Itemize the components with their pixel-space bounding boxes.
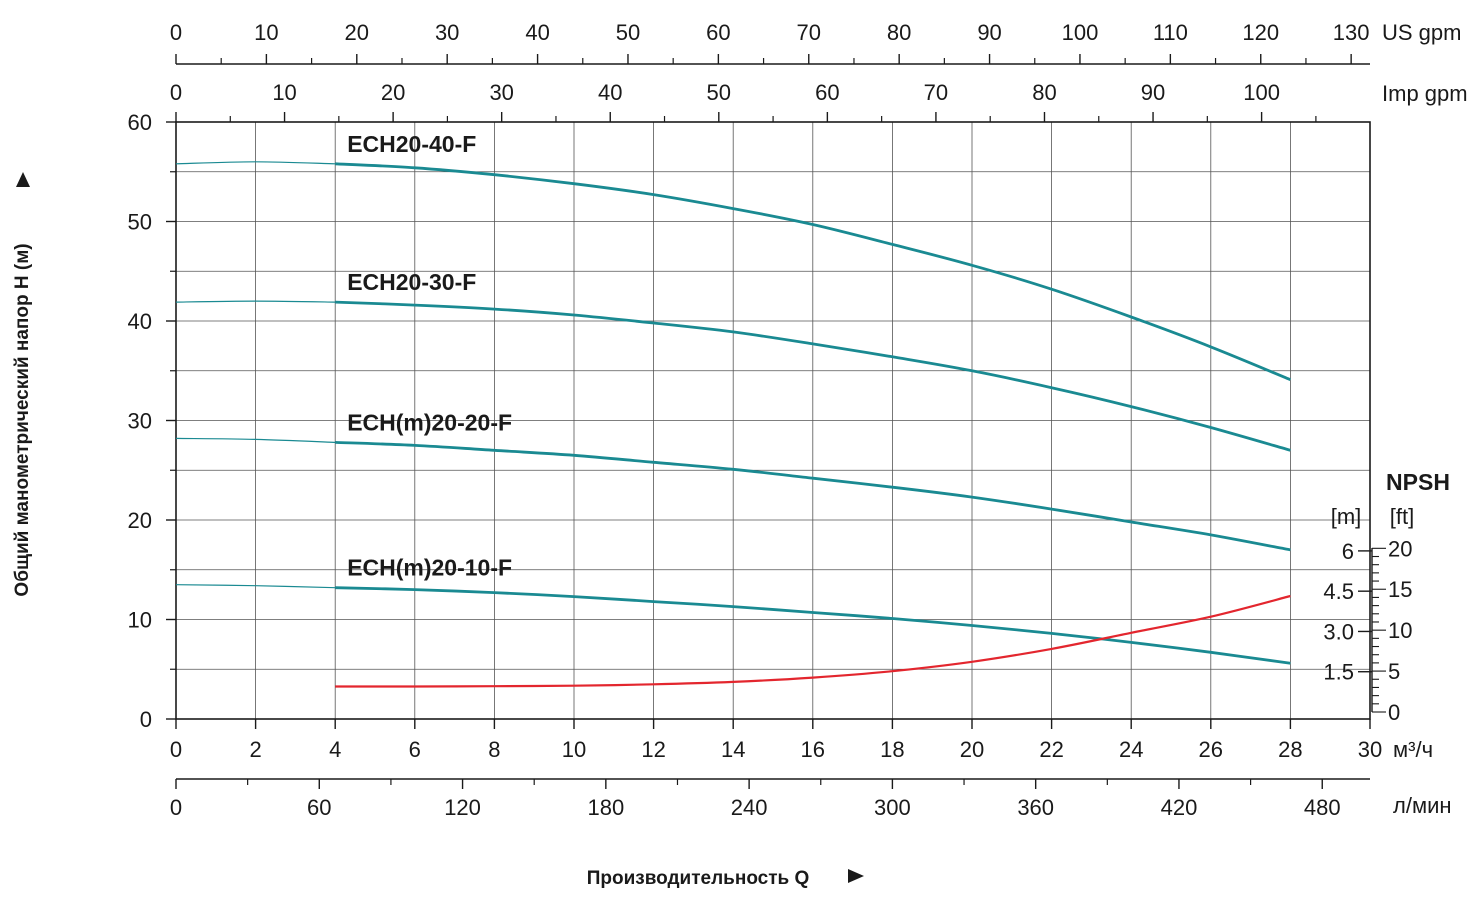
impgpm-tick-label: 80 bbox=[1032, 80, 1056, 105]
y-tick-label: 60 bbox=[128, 110, 152, 135]
y-axis-title: Общий манометрический напор H (м) bbox=[12, 243, 33, 596]
curve-ech-m-20-20-f bbox=[335, 441, 1291, 552]
lmin-tick-label: 420 bbox=[1161, 795, 1198, 820]
curve-ech20-30-f bbox=[335, 300, 1291, 452]
lmin-tick-label: 0 bbox=[170, 795, 182, 820]
impgpm-tick-label: 30 bbox=[489, 80, 513, 105]
x-tick-label: 2 bbox=[249, 737, 261, 762]
usgpm-tick-label: 80 bbox=[887, 20, 911, 45]
x-tick-label: 30 bbox=[1358, 737, 1382, 762]
npsh-ft-label: 5 bbox=[1388, 659, 1400, 684]
x-tick-label: 14 bbox=[721, 737, 745, 762]
labels: ECH20-40-F ECH20-30-F ECH(m)20-20-F ECH(m)2… bbox=[347, 131, 512, 581]
npsh-curve bbox=[335, 594, 1291, 688]
x-axis-arrow-icon bbox=[848, 869, 864, 883]
x-tick-label: 4 bbox=[329, 737, 341, 762]
axes: 0 2 4 6 8 10 12 14 16 18 20 22 24 26 28 30 м³/ч010203040… bbox=[12, 20, 1468, 889]
lmin-tick-label: 240 bbox=[731, 795, 768, 820]
impgpm-tick-label: 40 bbox=[598, 80, 622, 105]
impgpm-tick-label: 0 bbox=[170, 80, 182, 105]
npsh-ft-label: 10 bbox=[1388, 618, 1412, 643]
lmin-tick-label: 60 bbox=[307, 795, 331, 820]
x-tick-label: 16 bbox=[801, 737, 825, 762]
npsh-m-unit: [m] bbox=[1331, 504, 1362, 529]
usgpm-tick-label: 30 bbox=[435, 20, 459, 45]
curve-ech-m-20-10-f-runin bbox=[175, 584, 336, 589]
x-tick-label: 24 bbox=[1119, 737, 1143, 762]
usgpm-tick-label: 10 bbox=[254, 20, 278, 45]
usgpm-tick-label: 130 bbox=[1333, 20, 1370, 45]
usgpm-tick-label: 70 bbox=[797, 20, 821, 45]
impgpm-tick-label: 50 bbox=[707, 80, 731, 105]
impgpm-tick-label: 10 bbox=[272, 80, 296, 105]
y-tick-label: 0 bbox=[140, 707, 152, 732]
impgpm-tick-label: 100 bbox=[1243, 80, 1280, 105]
npsh-ft-label: 15 bbox=[1388, 577, 1412, 602]
series-label-ech-m-20-20-f: ECH(m)20-20-F bbox=[347, 409, 512, 435]
y-tick-label: 50 bbox=[128, 210, 152, 235]
x-tick-label: 26 bbox=[1199, 737, 1223, 762]
x-tick-label: 0 bbox=[170, 737, 182, 762]
curve-ech-m-20-20-f-runin bbox=[175, 437, 336, 443]
x-tick-label: 10 bbox=[562, 737, 586, 762]
lmin-tick-label: 360 bbox=[1017, 795, 1054, 820]
lmin-tick-label: 180 bbox=[587, 795, 624, 820]
usgpm-tick-label: 20 bbox=[345, 20, 369, 45]
y-tick-label: 20 bbox=[128, 508, 152, 533]
usgpm-tick-label: 0 bbox=[170, 20, 182, 45]
npsh-ft-label: 20 bbox=[1388, 536, 1412, 561]
usgpm-tick-label: 50 bbox=[616, 20, 640, 45]
npsh-m-label: 1.5 bbox=[1323, 660, 1354, 685]
usgpm-tick-label: 110 bbox=[1153, 20, 1188, 45]
x-tick-label: 12 bbox=[641, 737, 665, 762]
usgpm-unit-label: US gpm bbox=[1382, 20, 1461, 45]
impgpm-tick-label: 70 bbox=[924, 80, 948, 105]
x-tick-label: 18 bbox=[880, 737, 904, 762]
x-tick-label: 28 bbox=[1278, 737, 1302, 762]
impgpm-tick-label: 60 bbox=[815, 80, 839, 105]
series-label-ech20-30-f: ECH20-30-F bbox=[347, 269, 476, 295]
usgpm-tick-label: 40 bbox=[525, 20, 549, 45]
npsh-ft-label: 0 bbox=[1388, 700, 1400, 725]
npsh-ft-unit: [ft] bbox=[1390, 504, 1414, 529]
curve-ech-m-20-10-f bbox=[335, 586, 1291, 665]
usgpm-tick-label: 60 bbox=[706, 20, 730, 45]
series-label-ech-m-20-10-f: ECH(m)20-10-F bbox=[347, 555, 512, 581]
impgpm-tick-label: 90 bbox=[1141, 80, 1165, 105]
usgpm-tick-label: 90 bbox=[977, 20, 1001, 45]
series-label-ech20-40-f: ECH20-40-F bbox=[347, 131, 476, 157]
x-tick-label: 6 bbox=[409, 737, 421, 762]
y-tick-label: 30 bbox=[128, 409, 152, 434]
npsh-m-label: 3.0 bbox=[1323, 619, 1354, 644]
lmin-unit-label: л/мин bbox=[1393, 793, 1452, 818]
usgpm-tick-label: 100 bbox=[1062, 20, 1099, 45]
curves bbox=[175, 161, 1291, 688]
x-unit-label: м³/ч bbox=[1393, 737, 1433, 762]
usgpm-tick-label: 120 bbox=[1242, 20, 1279, 45]
curve-ech20-40-f-runin bbox=[175, 161, 336, 165]
npsh-m-label: 6 bbox=[1342, 539, 1354, 564]
x-axis-title: Производительность Q bbox=[587, 868, 810, 889]
curve-ech20-40-f bbox=[335, 162, 1291, 381]
y-tick-label: 40 bbox=[128, 309, 152, 334]
x-tick-label: 20 bbox=[960, 737, 984, 762]
y-tick-label: 10 bbox=[128, 608, 152, 633]
impgpm-tick-label: 20 bbox=[381, 80, 405, 105]
curve-ech20-30-f-runin bbox=[175, 300, 336, 303]
lmin-tick-label: 480 bbox=[1304, 795, 1341, 820]
npsh-m-label: 4.5 bbox=[1323, 579, 1354, 604]
x-tick-label: 8 bbox=[488, 737, 500, 762]
x-tick-label: 22 bbox=[1039, 737, 1063, 762]
lmin-tick-label: 120 bbox=[444, 795, 481, 820]
npsh-title: NPSH bbox=[1386, 469, 1450, 495]
lmin-tick-label: 300 bbox=[874, 795, 911, 820]
y-axis-arrow-icon bbox=[16, 172, 30, 187]
impgpm-unit-label: Imp gpm bbox=[1382, 81, 1468, 106]
